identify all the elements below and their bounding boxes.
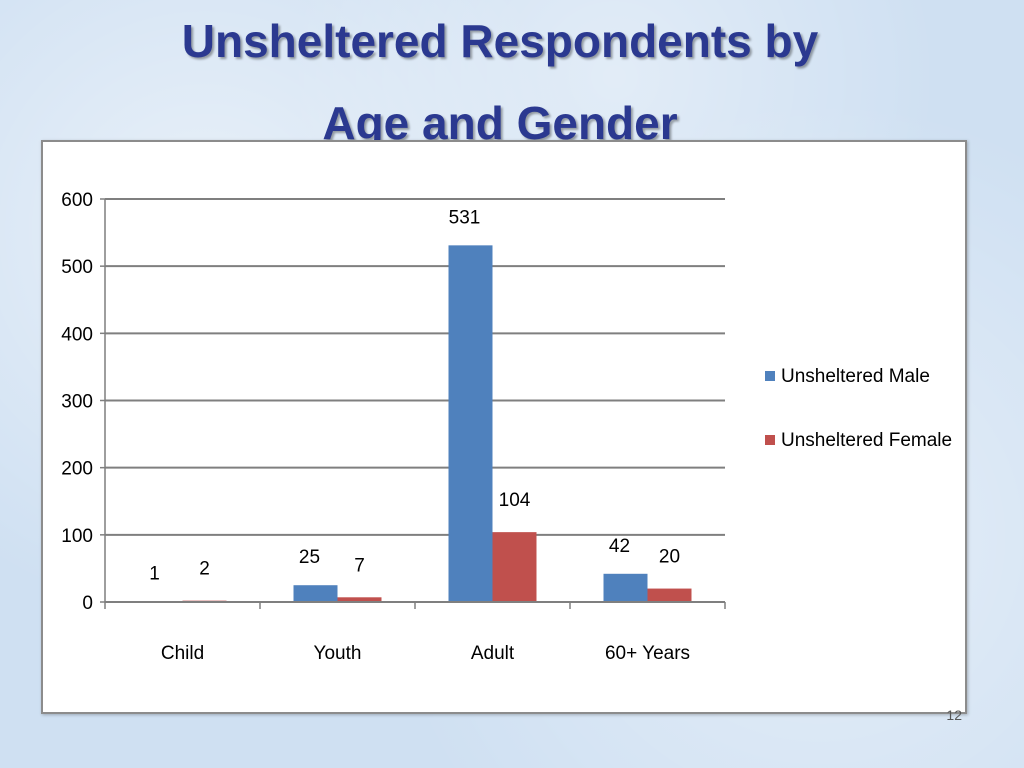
x-tick-label: Youth bbox=[314, 643, 362, 664]
gridlines bbox=[105, 198, 725, 603]
data-label: 25 bbox=[299, 547, 320, 568]
y-tick-label: 300 bbox=[61, 392, 93, 413]
bar-unsheltered-female bbox=[337, 597, 382, 602]
data-label: 2 bbox=[199, 559, 210, 580]
slide-number: 12 bbox=[946, 707, 962, 723]
data-label: 42 bbox=[609, 536, 630, 557]
y-tick-label: 0 bbox=[82, 593, 93, 614]
chart-frame: 0 100 200 300 400 500 600 1 2 Child 25 7 Youth 531 104… bbox=[41, 140, 967, 714]
data-label: 531 bbox=[449, 207, 481, 228]
data-label: 1 bbox=[149, 563, 160, 584]
data-label: 7 bbox=[354, 555, 365, 576]
bars bbox=[138, 245, 692, 602]
bar-unsheltered-male bbox=[448, 245, 493, 602]
slide-title-line1: Unsheltered Respondents by bbox=[181, 15, 819, 67]
x-tick-label: Adult bbox=[471, 643, 515, 664]
data-label: 20 bbox=[659, 547, 680, 568]
x-tick-label: 60+ Years bbox=[605, 643, 690, 664]
legend-label: Unsheltered Female bbox=[781, 430, 952, 451]
bar-unsheltered-male bbox=[603, 573, 648, 602]
bar-unsheltered-female bbox=[492, 532, 537, 602]
y-tick-label: 100 bbox=[61, 526, 93, 547]
legend-swatch bbox=[765, 435, 775, 445]
y-tick-label: 500 bbox=[61, 257, 93, 278]
axes bbox=[100, 198, 726, 609]
legend-label: Unsheltered Male bbox=[781, 366, 930, 387]
bar-chart: 0 100 200 300 400 500 600 1 2 Child 25 7 Youth 531 104… bbox=[61, 190, 952, 664]
bar-unsheltered-female bbox=[647, 588, 692, 602]
slide-title: Unsheltered Respondents by Age and Gende… bbox=[0, 0, 1000, 164]
bar-unsheltered-male bbox=[293, 585, 338, 602]
labels: 0 100 200 300 400 500 600 1 2 Child 25 7 Youth 531 104… bbox=[61, 190, 690, 664]
legend-swatch bbox=[765, 371, 775, 381]
x-tick-label: Child bbox=[161, 643, 204, 664]
y-tick-label: 600 bbox=[61, 190, 93, 211]
legend: Unsheltered Male Unsheltered Female bbox=[765, 366, 952, 451]
y-tick-label: 400 bbox=[61, 324, 93, 345]
data-label: 104 bbox=[499, 490, 531, 511]
y-tick-label: 200 bbox=[61, 459, 93, 480]
